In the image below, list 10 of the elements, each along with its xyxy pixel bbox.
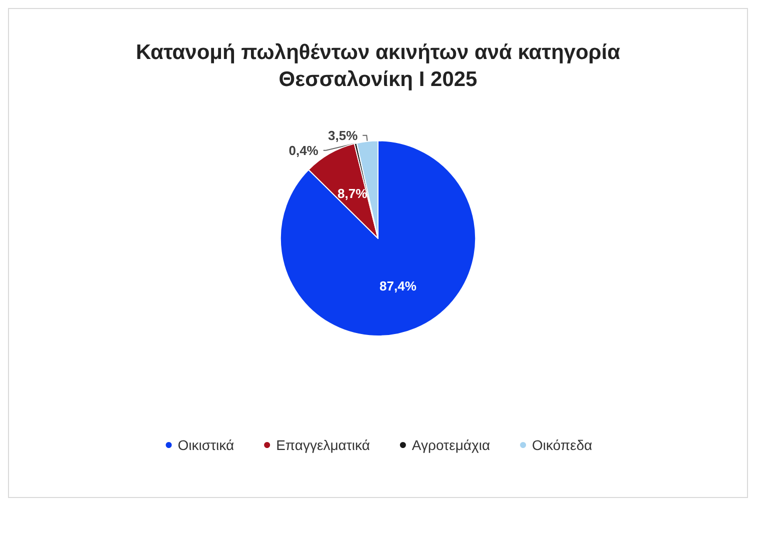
data-label: 8,7% (338, 186, 368, 201)
legend-label: Οικόπεδα (532, 437, 592, 453)
legend-label: Οικιστικά (178, 437, 234, 453)
chart-title: Κατανομή πωληθέντων ακινήτων ανά κατηγορία (136, 41, 620, 64)
legend-label: Αγροτεμάχια (412, 437, 490, 453)
data-label: 3,5% (328, 128, 358, 143)
data-label: 0,4% (288, 142, 319, 158)
data-label: 87,4% (380, 278, 417, 294)
legend-label: Επαγγελματικά (276, 437, 370, 453)
chart-subtitle: Θεσσαλονίκη Ι 2025 (278, 68, 478, 91)
